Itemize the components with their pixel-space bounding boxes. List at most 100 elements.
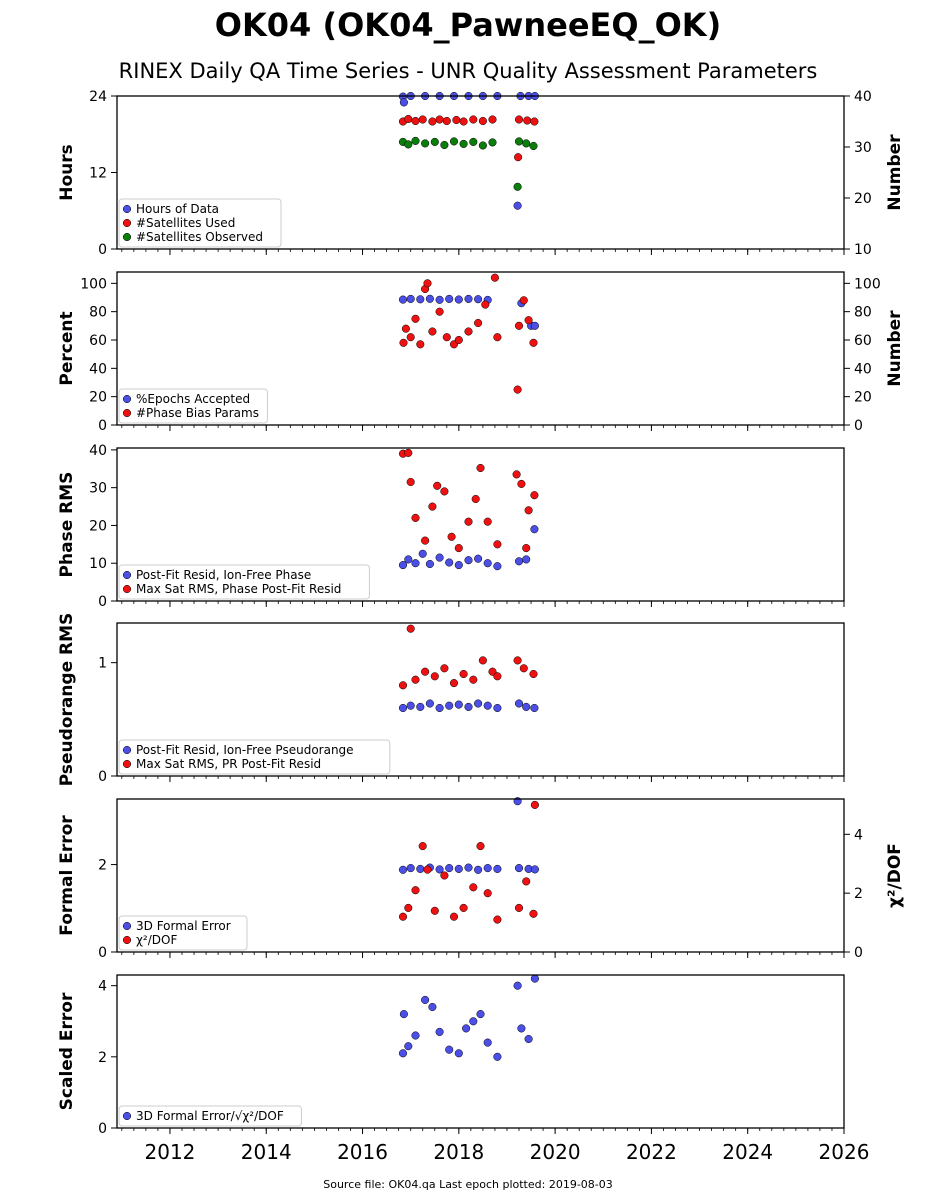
y-tick-label: 20 bbox=[89, 518, 107, 534]
series-1-2 bbox=[398, 114, 539, 162]
y-tick-label-right: 20 bbox=[854, 390, 872, 406]
data-point bbox=[469, 675, 478, 684]
data-point bbox=[440, 487, 449, 496]
data-point bbox=[513, 182, 522, 191]
data-point bbox=[411, 886, 420, 895]
data-point bbox=[481, 300, 490, 309]
data-point bbox=[530, 800, 539, 809]
panel-3: 0 10 20 30 40 Phase RMS Post-Fit Resid, Ion-Fr… bbox=[57, 443, 845, 610]
data-point bbox=[399, 1010, 408, 1019]
data-point bbox=[524, 1034, 533, 1044]
legend-marker bbox=[122, 218, 132, 228]
data-point bbox=[430, 906, 439, 915]
data-point bbox=[454, 864, 463, 873]
data-point bbox=[478, 116, 487, 126]
y-tick-label: 30 bbox=[89, 481, 107, 497]
data-point bbox=[474, 865, 483, 874]
data-point bbox=[483, 517, 492, 526]
data-point bbox=[435, 703, 444, 713]
data-point bbox=[522, 877, 531, 886]
y-tick-label: 40 bbox=[89, 361, 107, 377]
y-axis-label-right: Number bbox=[885, 310, 905, 387]
y-tick-label: 10 bbox=[89, 556, 107, 572]
data-point bbox=[493, 672, 502, 681]
panel-4: 0 1 Pseudorange RMS Post-Fit Resid, Ion-Fre… bbox=[57, 613, 845, 786]
data-point bbox=[493, 915, 502, 924]
data-point bbox=[445, 1045, 454, 1054]
data-point bbox=[449, 912, 459, 921]
y-tick-label: 0 bbox=[98, 945, 107, 961]
data-point bbox=[445, 558, 454, 567]
data-point bbox=[435, 295, 444, 304]
chart-title: OK04 (OK04_PawneeEQ_OK) bbox=[215, 6, 721, 44]
data-point bbox=[514, 137, 524, 146]
data-point bbox=[530, 865, 539, 874]
data-point bbox=[530, 525, 539, 534]
data-point bbox=[445, 864, 454, 873]
data-point bbox=[513, 981, 522, 990]
plot-frame bbox=[116, 974, 845, 1129]
data-point bbox=[423, 865, 432, 874]
x-tick-label: 2026 bbox=[819, 1140, 870, 1164]
data-point bbox=[529, 669, 538, 679]
data-point bbox=[462, 1024, 471, 1033]
data-point bbox=[493, 864, 502, 873]
data-point bbox=[406, 294, 415, 303]
data-point bbox=[411, 559, 420, 568]
data-point bbox=[421, 536, 430, 545]
data-point bbox=[406, 477, 415, 487]
series-2-1 bbox=[398, 294, 539, 330]
data-point bbox=[411, 136, 420, 145]
legend-entry: Post-Fit Resid, Ion-Free Pseudorange bbox=[136, 743, 354, 757]
legend-marker bbox=[122, 204, 132, 214]
legend-marker bbox=[122, 584, 132, 594]
data-point bbox=[435, 865, 444, 874]
data-point bbox=[522, 555, 531, 564]
y-tick-label-right: 10 bbox=[854, 242, 872, 258]
data-point bbox=[483, 701, 492, 710]
y-tick-label-right: 0 bbox=[854, 945, 863, 961]
legend-marker bbox=[122, 935, 132, 945]
data-point bbox=[401, 324, 410, 333]
y-tick-label-right: 2 bbox=[854, 886, 863, 902]
y-tick-label: 0 bbox=[98, 594, 107, 610]
data-point bbox=[530, 974, 539, 983]
data-point bbox=[469, 115, 478, 124]
data-point bbox=[454, 561, 463, 570]
y-tick-label: 2 bbox=[98, 858, 107, 874]
legend-marker bbox=[122, 394, 132, 404]
data-point bbox=[471, 494, 480, 504]
data-point bbox=[442, 116, 451, 126]
legend-entry: Hours of Data bbox=[136, 202, 219, 216]
data-point bbox=[513, 656, 522, 665]
data-point bbox=[522, 702, 531, 711]
plot-frame bbox=[116, 447, 845, 602]
y-axis-label: Scaled Error bbox=[57, 992, 77, 1110]
y-tick-label-right: 30 bbox=[854, 140, 872, 156]
data-point bbox=[514, 115, 524, 124]
data-point bbox=[404, 1042, 413, 1051]
data-point bbox=[464, 863, 473, 872]
legend-entry: #Satellites Observed bbox=[136, 230, 263, 244]
data-point bbox=[435, 1027, 444, 1036]
data-point bbox=[523, 116, 532, 125]
data-point bbox=[428, 502, 437, 511]
data-point bbox=[404, 903, 413, 912]
y-tick-label-right: 60 bbox=[854, 333, 872, 349]
data-point bbox=[418, 842, 427, 851]
legend-entry: #Satellites Used bbox=[136, 216, 235, 230]
data-point bbox=[449, 679, 459, 688]
data-point bbox=[440, 140, 449, 150]
y-tick-label: 0 bbox=[98, 418, 107, 434]
data-point bbox=[483, 559, 492, 568]
plot-frame bbox=[116, 798, 845, 953]
data-point bbox=[493, 333, 502, 342]
y-tick-label: 0 bbox=[98, 1121, 107, 1137]
y-axis-label-right: χ²/DOF bbox=[885, 843, 905, 908]
data-point bbox=[459, 117, 468, 126]
data-point bbox=[416, 340, 425, 349]
